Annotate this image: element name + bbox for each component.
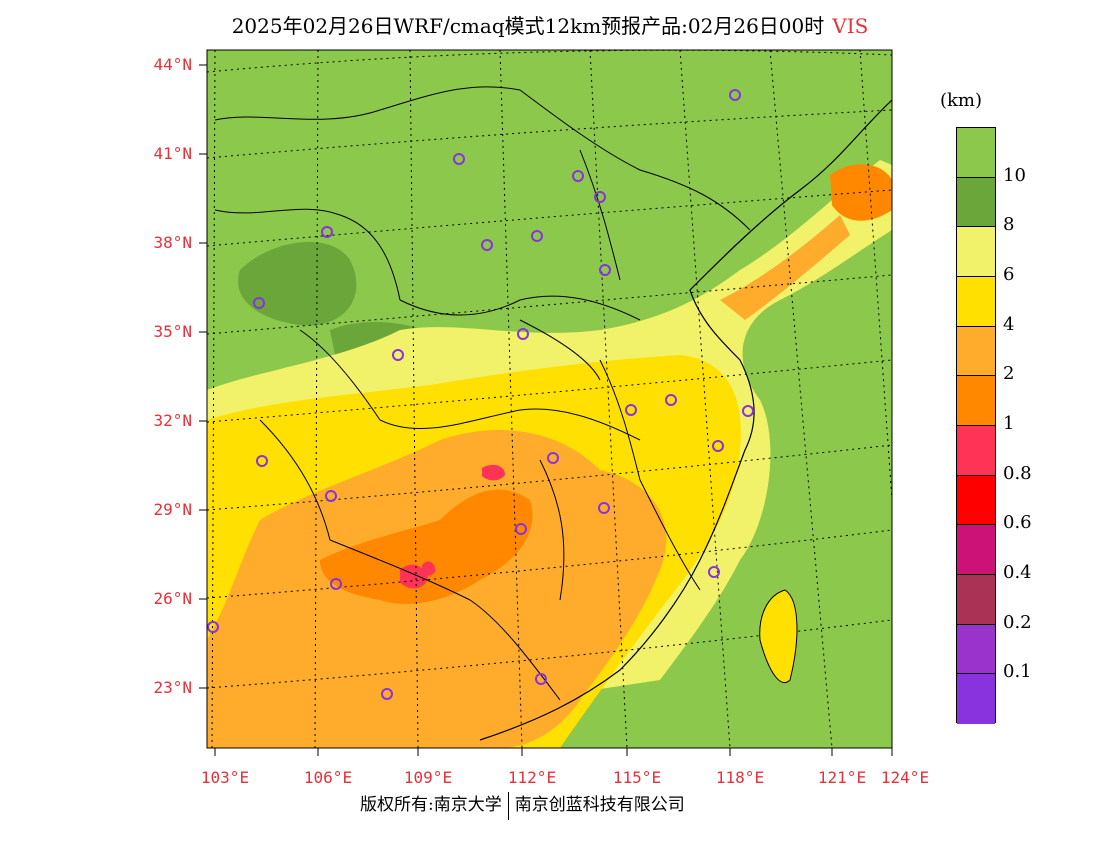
legend-label: 0.4 xyxy=(1003,562,1032,583)
circle-marker-icon xyxy=(453,153,465,165)
circle-marker-icon xyxy=(598,502,610,514)
chart-title: 2025年02月26日WRF/cmaq模式12km预报产品:02月26日00时 V… xyxy=(0,10,1100,39)
legend-band xyxy=(957,326,995,377)
circle-marker-icon xyxy=(665,394,677,406)
lon-label: 103°E xyxy=(200,768,250,787)
lat-label: 29°N xyxy=(153,500,192,519)
circle-marker-icon xyxy=(381,688,393,700)
lat-label: 32°N xyxy=(153,411,192,430)
color-legend xyxy=(956,127,996,724)
legend-band xyxy=(957,425,995,476)
vis-1-region xyxy=(320,489,533,604)
lon-label: 112°E xyxy=(507,768,557,787)
vis-8-patch-nw xyxy=(238,241,357,326)
vis-08-patch-b xyxy=(482,464,505,481)
lon-label: 118°E xyxy=(715,768,765,787)
legend-unit: (km) xyxy=(940,90,983,111)
legend-band xyxy=(957,475,995,526)
circle-marker-icon xyxy=(742,405,754,417)
circle-marker-icon xyxy=(392,349,404,361)
lon-label: 109°E xyxy=(403,768,453,787)
circle-marker-icon xyxy=(531,230,543,242)
circle-marker-icon xyxy=(729,89,741,101)
tick-marks xyxy=(199,64,893,756)
legend-band xyxy=(957,227,995,277)
circle-marker-icon xyxy=(207,621,219,633)
circle-marker-icon xyxy=(535,673,547,685)
legend-label: 8 xyxy=(1003,214,1015,236)
circle-marker-icon xyxy=(321,226,333,238)
lon-label: 121°E xyxy=(817,768,867,787)
coastline xyxy=(479,99,892,741)
circle-marker-icon xyxy=(708,566,720,578)
circle-marker-icon xyxy=(481,239,493,251)
legend-label: 0.2 xyxy=(1003,611,1032,633)
title-main: 2025年02月26日WRF/cmaq模式12km预报产品:02月26日00时 xyxy=(231,14,825,38)
legend-label: 0.1 xyxy=(1003,661,1032,683)
circle-marker-icon xyxy=(625,404,637,416)
lon-label: 106°E xyxy=(303,768,353,787)
province-borders xyxy=(214,86,751,701)
title-variable: VIS xyxy=(832,14,869,38)
legend-band xyxy=(957,574,995,625)
legend-band xyxy=(957,177,995,228)
circle-marker-icon xyxy=(330,578,342,590)
lon-label: 124°E xyxy=(880,768,930,787)
lat-label: 41°N xyxy=(153,144,192,163)
legend-label: 2 xyxy=(1003,363,1015,385)
circle-marker-icon xyxy=(515,523,527,535)
lat-label: 35°N xyxy=(153,322,192,341)
legend-band xyxy=(957,525,995,575)
circle-marker-icon xyxy=(594,191,606,203)
circle-marker-icon xyxy=(712,440,724,452)
lat-label: 23°N xyxy=(153,678,192,697)
lon-label: 115°E xyxy=(612,768,662,787)
legend-band xyxy=(957,128,995,178)
footer-divider xyxy=(507,791,509,820)
circle-marker-icon xyxy=(325,490,337,502)
circle-marker-icon xyxy=(256,455,268,467)
legend-label: 0.8 xyxy=(1003,462,1032,484)
vis-1-region-coast xyxy=(720,215,850,320)
legend-label: 6 xyxy=(1003,264,1015,285)
city-markers xyxy=(207,89,754,700)
vis-08-patch-c xyxy=(422,561,436,576)
circle-marker-icon xyxy=(253,297,265,309)
legend-label: 10 xyxy=(1003,164,1026,186)
legend-band xyxy=(957,674,995,724)
legend-label: 4 xyxy=(1003,313,1015,335)
lat-label: 44°N xyxy=(153,55,192,74)
map-frame xyxy=(206,49,893,749)
copyright-footer: 版权所有:南京大学 南京创蓝科技有限公司 xyxy=(360,790,685,820)
copyright-right: 南京创蓝科技有限公司 xyxy=(514,795,685,815)
legend-band xyxy=(957,624,995,675)
legend-label: 1 xyxy=(1003,413,1015,434)
graticule xyxy=(207,50,892,748)
legend-label: 0.6 xyxy=(1003,512,1032,534)
legend-band xyxy=(957,276,995,327)
lat-label: 38°N xyxy=(153,233,192,252)
legend-band xyxy=(957,376,995,426)
lat-label: 26°N xyxy=(153,589,192,608)
circle-marker-icon xyxy=(599,264,611,276)
vis-08-patch-a xyxy=(400,564,428,589)
taiwan-island xyxy=(759,589,798,683)
copyright-left: 版权所有:南京大学 xyxy=(360,795,502,815)
circle-marker-icon xyxy=(572,170,584,182)
vis-1-region-ne xyxy=(830,164,892,221)
circle-marker-icon xyxy=(517,328,529,340)
circle-marker-icon xyxy=(547,452,559,464)
